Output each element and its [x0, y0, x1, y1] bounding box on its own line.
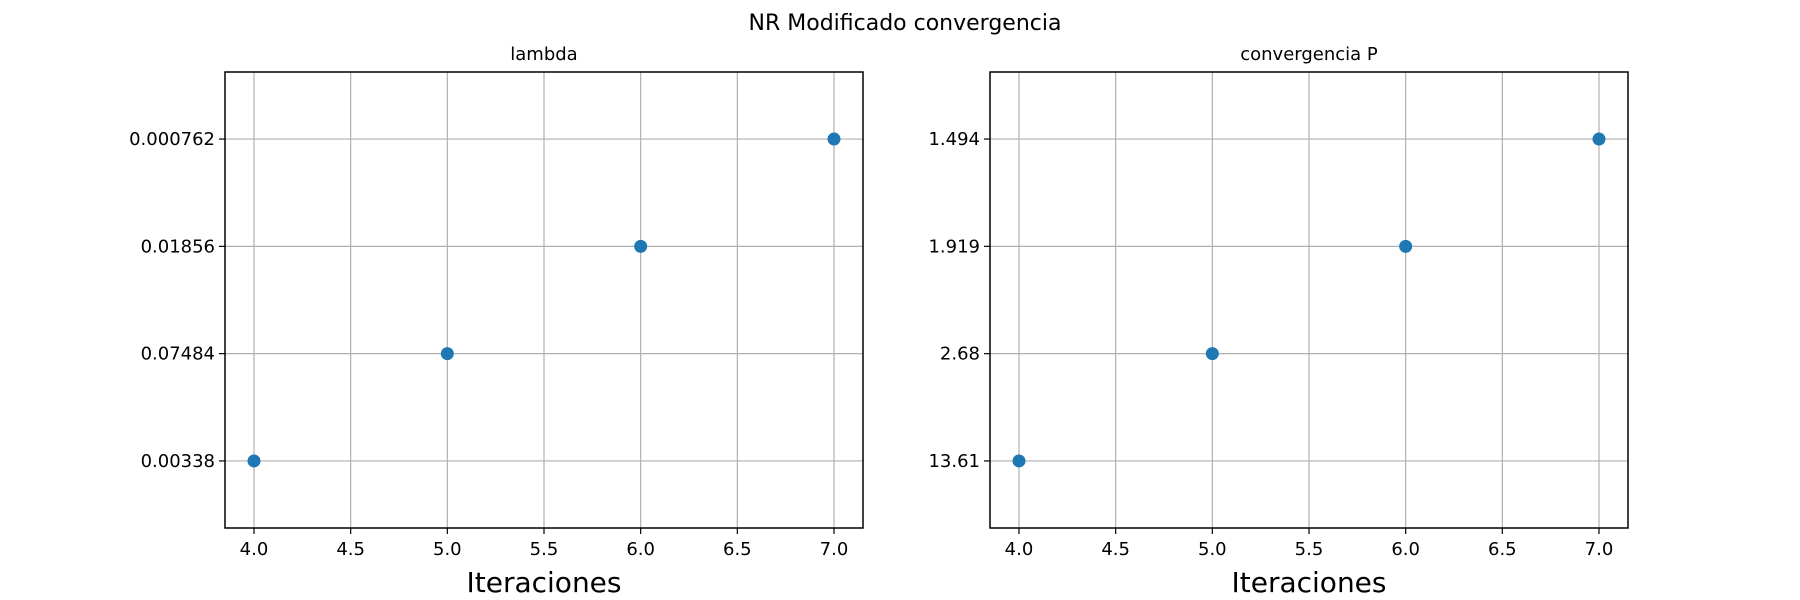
data-point	[1012, 454, 1026, 468]
x-tick-label: 5.5	[530, 539, 559, 560]
data-point	[440, 347, 454, 361]
y-tick-label: 0.000762	[129, 129, 215, 150]
data-point	[1205, 347, 1219, 361]
y-tick-label: 0.01856	[141, 236, 215, 257]
x-tick-label: 6.5	[1488, 539, 1517, 560]
x-tick-label: 6.5	[723, 539, 752, 560]
data-point	[247, 454, 261, 468]
x-tick-label: 7.0	[1585, 539, 1614, 560]
x-tick-label: 6.0	[626, 539, 655, 560]
y-tick-label: 0.07484	[141, 344, 215, 365]
x-tick-label: 4.5	[1101, 539, 1130, 560]
y-tick-label: 1.494	[928, 129, 980, 150]
data-point	[827, 132, 841, 146]
chart-convergencia-p: 4.0 4.5 5.0 5.5 6.0 6.5 7.0 13.61 2.68 1.919 1.494…	[928, 44, 1629, 599]
y-tick-label: 2.68	[940, 344, 980, 365]
x-tick-label: 5.5	[1295, 539, 1324, 560]
x-tick-label: 7.0	[820, 539, 849, 560]
subplot-title: lambda	[510, 44, 577, 65]
figure-title: NR Modificado convergencia	[749, 11, 1062, 36]
x-tick-label: 4.5	[336, 539, 365, 560]
data-point	[1399, 239, 1413, 253]
x-tick-label: 6.0	[1391, 539, 1420, 560]
y-tick-label: 0.00338	[141, 451, 215, 472]
x-axis-label: Iteraciones	[467, 566, 622, 599]
data-point	[1592, 132, 1606, 146]
y-tick-label: 13.61	[928, 451, 980, 472]
x-tick-label: 4.0	[240, 539, 269, 560]
x-tick-label: 4.0	[1005, 539, 1034, 560]
x-tick-label: 5.0	[1198, 539, 1227, 560]
x-axis-label: Iteraciones	[1232, 566, 1387, 599]
x-tick-label: 5.0	[433, 539, 462, 560]
chart-lambda: 4.0 4.5 5.0 5.5 6.0 6.5 7.0 0.00338 0.07484 0.018…	[129, 44, 864, 599]
y-tick-label: 1.919	[928, 236, 980, 257]
data-point	[634, 239, 648, 253]
subplot-title: convergencia P	[1240, 44, 1378, 65]
